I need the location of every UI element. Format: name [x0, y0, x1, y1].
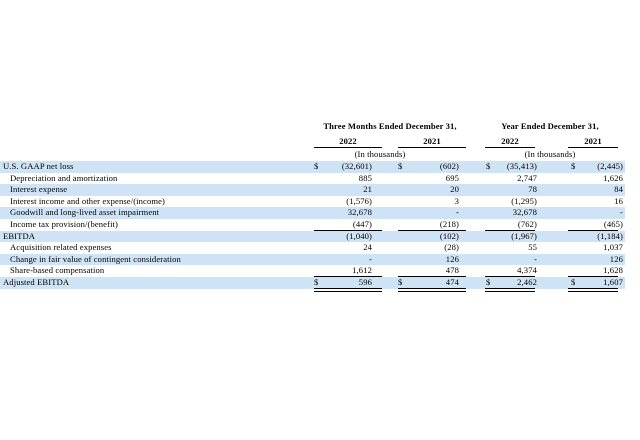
value-y-2022: (762) [517, 218, 537, 229]
year-header-y-2021: 2021 [568, 136, 618, 148]
value-q-2022: 24 [363, 242, 372, 253]
value-q-2022: 32,678 [347, 207, 372, 218]
row-label: U.S. GAAP net loss [3, 161, 74, 171]
value-y-2021: (465) [603, 218, 623, 229]
value-y-2021: 1,037 [603, 242, 623, 253]
row-label: Interest income and other expense/(incom… [10, 195, 166, 206]
value-q-2022: (1,576) [346, 195, 372, 206]
total-double-rule [314, 287, 382, 292]
total-double-rule [398, 287, 466, 292]
value-q-2021: 126 [445, 253, 459, 264]
subtotal-rule [398, 229, 466, 231]
subtotal-rule [568, 275, 618, 277]
value-q-2021: (102) [439, 230, 459, 241]
value-q-2022: - [369, 253, 372, 264]
table-row: Acquisition related expenses 24 (28) 55 … [0, 242, 625, 254]
value-y-2022: (35,413) [506, 161, 537, 171]
value-y-2021: 84 [614, 184, 623, 195]
value-q-2021: (602) [439, 161, 459, 171]
table-row: EBITDA (1,040) (102) (1,967) (1,184) [0, 230, 625, 243]
table-row: Depreciation and amortization 885 695 2,… [0, 173, 625, 185]
period-title-three-months: Three Months Ended December 31, [323, 121, 457, 131]
value-q-2021: 478 [445, 265, 459, 276]
row-label: Interest expense [10, 184, 68, 195]
dollar-sign: $ [571, 276, 576, 287]
value-q-2021: (218) [439, 218, 459, 229]
value-y-2022: - [534, 253, 537, 264]
subtotal-rule [314, 229, 382, 231]
subtotal-rule [398, 275, 466, 277]
value-y-2022: 32,678 [512, 207, 537, 218]
row-label: EBITDA [3, 230, 36, 241]
value-y-2021: 126 [609, 253, 623, 264]
value-q-2021: - [456, 207, 459, 218]
value-q-2021: 474 [445, 276, 459, 287]
value-y-2022: 4,374 [517, 265, 537, 276]
row-label: Adjusted EBITDA [3, 276, 70, 287]
dollar-sign: $ [314, 161, 319, 171]
dollar-sign: $ [571, 161, 576, 171]
subtotal-rule [485, 275, 535, 277]
dollar-sign: $ [398, 276, 403, 287]
value-q-2021: 695 [445, 172, 459, 183]
value-y-2021: 1,607 [603, 276, 623, 287]
row-label: Share-based compensation [10, 265, 105, 276]
value-y-2022: 2,462 [517, 276, 537, 287]
subtotal-rule [568, 229, 618, 231]
table-row: Share-based compensation 1,612 478 4,374… [0, 265, 625, 277]
row-label: Depreciation and amortization [10, 172, 118, 183]
value-q-2021: 3 [454, 195, 459, 206]
value-q-2022: 885 [358, 172, 372, 183]
value-y-2022: 2,747 [517, 172, 537, 183]
value-y-2022: (1,295) [511, 195, 537, 206]
row-label: Income tax provision/(benefit) [10, 218, 119, 229]
dollar-sign: $ [314, 276, 319, 287]
value-q-2022: 1,612 [352, 265, 372, 276]
value-q-2022: (447) [352, 218, 372, 229]
value-y-2021: 1,628 [603, 265, 623, 276]
year-header-q-2021: 2021 [398, 136, 466, 148]
value-y-2022: 78 [528, 184, 537, 195]
table-row: Change in fair value of contingent consi… [0, 253, 625, 266]
table-row: Goodwill and long-lived asset impairment… [0, 207, 625, 219]
subtotal-rule [485, 229, 535, 231]
value-q-2022: 21 [363, 184, 372, 195]
subtotal-rule [314, 275, 382, 277]
period-title-year: Year Ended December 31, [501, 121, 599, 131]
value-y-2021: - [620, 207, 623, 218]
row-label: Change in fair value of contingent consi… [10, 253, 181, 264]
row-label: Goodwill and long-lived asset impairment [10, 207, 160, 218]
value-y-2021: 16 [614, 195, 623, 206]
dollar-sign: $ [398, 161, 403, 171]
value-q-2021: 20 [450, 184, 459, 195]
table-row: Adjusted EBITDA $ $ $ $ 596 474 2,462 1,… [0, 276, 625, 292]
year-header-q-2022: 2022 [314, 136, 382, 148]
total-double-rule [568, 287, 618, 292]
table-row: Interest expense 21 20 78 84 [0, 184, 625, 196]
value-q-2022: (32,601) [341, 161, 372, 171]
year-header-y-2022: 2022 [485, 136, 535, 148]
unit-note-year: (In thousands) [524, 149, 576, 159]
adjusted-ebitda-reconciliation-table: Three Months Ended December 31, Year End… [0, 121, 625, 292]
dollar-sign: $ [486, 161, 491, 171]
value-y-2021: (2,445) [597, 161, 623, 171]
value-q-2021: (28) [444, 242, 459, 253]
value-q-2022: (1,040) [346, 230, 372, 241]
table-row: Income tax provision/(benefit) (447) (21… [0, 219, 625, 231]
total-double-rule [485, 287, 535, 292]
table-header: Three Months Ended December 31, Year End… [0, 121, 625, 161]
value-q-2022: 596 [358, 276, 372, 287]
value-y-2021: (1,184) [597, 230, 623, 241]
dollar-sign: $ [486, 276, 491, 287]
row-label: Acquisition related expenses [10, 242, 112, 253]
table-row: U.S. GAAP net loss $ $ $ $ (32,601) (602… [0, 161, 625, 173]
value-y-2021: 1,626 [603, 172, 623, 183]
table-row: Interest income and other expense/(incom… [0, 196, 625, 208]
unit-note-three-months: (In thousands) [354, 149, 406, 159]
value-y-2022: 55 [528, 242, 537, 253]
value-y-2022: (1,967) [511, 230, 537, 241]
